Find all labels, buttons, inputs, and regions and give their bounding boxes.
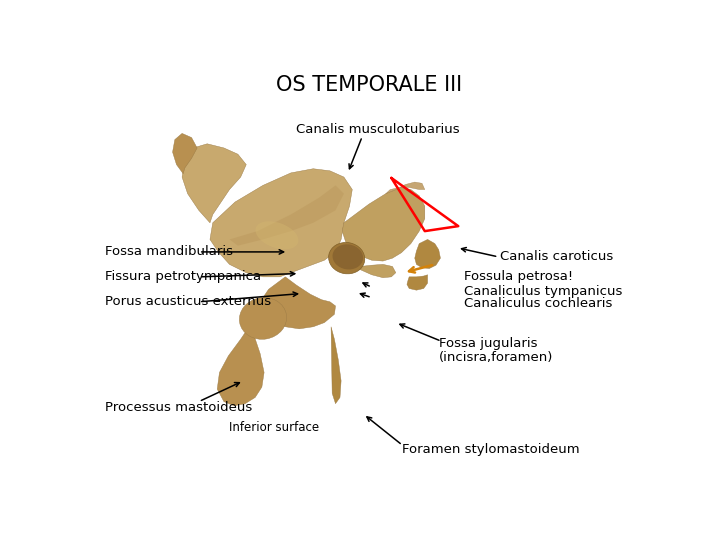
Text: Fissura petrotympanica: Fissura petrotympanica: [104, 271, 261, 284]
Polygon shape: [331, 327, 341, 404]
Text: Processus mastoideus: Processus mastoideus: [104, 401, 252, 414]
Polygon shape: [342, 260, 396, 278]
Text: Canaliculus tympanicus: Canaliculus tympanicus: [464, 285, 622, 298]
Polygon shape: [210, 168, 352, 277]
Text: Fossula petrosa!: Fossula petrosa!: [464, 271, 573, 284]
Text: Fossa jugularis: Fossa jugularis: [438, 337, 537, 350]
Polygon shape: [263, 277, 336, 329]
Polygon shape: [415, 239, 441, 268]
Text: Foramen stylomastoideum: Foramen stylomastoideum: [402, 443, 580, 456]
Polygon shape: [217, 322, 264, 406]
Polygon shape: [182, 144, 246, 223]
Polygon shape: [386, 182, 425, 194]
Polygon shape: [173, 133, 197, 174]
Ellipse shape: [239, 298, 287, 339]
Text: Fossa mandibularis: Fossa mandibularis: [104, 245, 233, 259]
Text: OS TEMPORALE III: OS TEMPORALE III: [276, 75, 462, 95]
Text: Canalis caroticus: Canalis caroticus: [500, 251, 613, 264]
Ellipse shape: [256, 221, 298, 249]
Polygon shape: [407, 275, 428, 290]
Polygon shape: [342, 187, 425, 261]
Text: Canaliculus cochlearis: Canaliculus cochlearis: [464, 298, 612, 310]
Text: Porus acusticus externus: Porus acusticus externus: [104, 295, 271, 308]
Text: Canalis musculotubarius: Canalis musculotubarius: [295, 123, 459, 136]
Ellipse shape: [328, 242, 365, 274]
Text: (incisra,foramen): (incisra,foramen): [438, 352, 553, 365]
Polygon shape: [230, 185, 344, 246]
Ellipse shape: [333, 244, 363, 269]
Text: Inferior surface: Inferior surface: [229, 421, 319, 434]
